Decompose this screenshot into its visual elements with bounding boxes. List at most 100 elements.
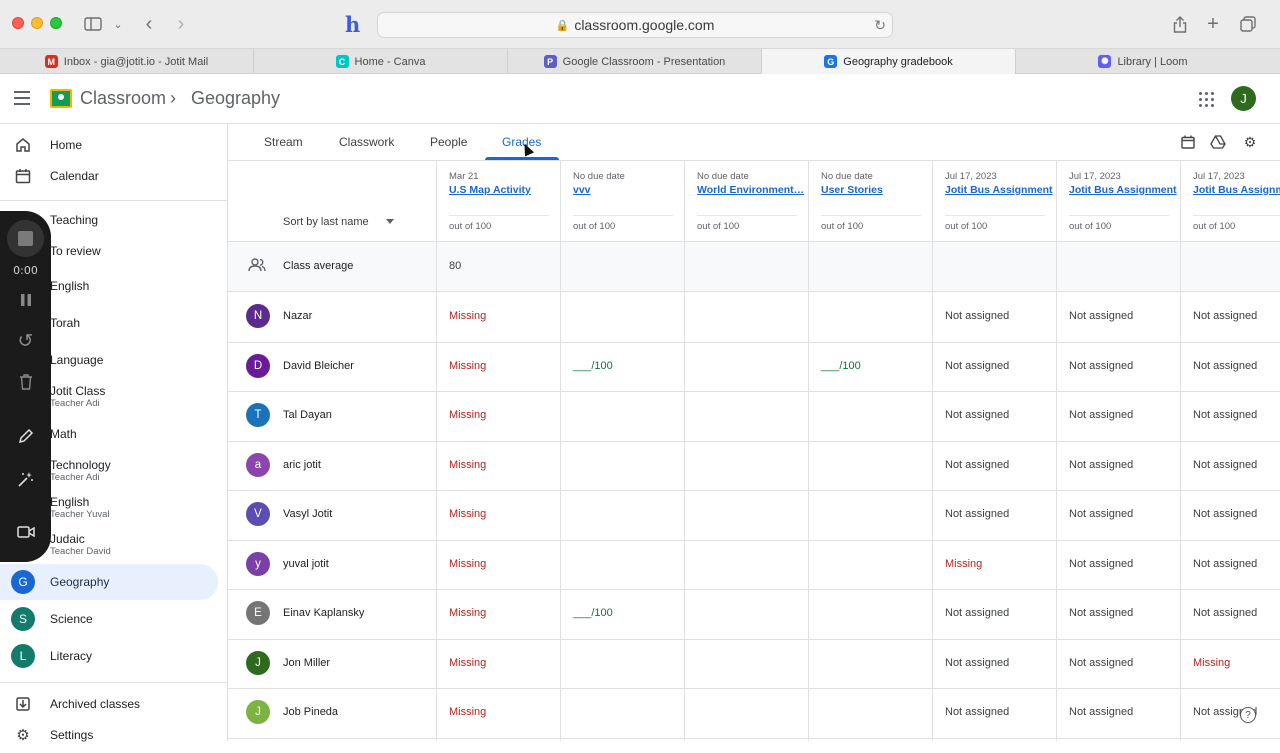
sidebar-item-class[interactable]: English xyxy=(0,268,218,304)
sidebar-item-class[interactable]: Torah xyxy=(0,305,218,341)
account-avatar[interactable]: J xyxy=(1231,86,1256,111)
sort-dropdown[interactable]: Sort by last name xyxy=(283,216,369,228)
grade-cell[interactable]: Not assigned xyxy=(1069,409,1134,421)
browser-tab[interactable]: P Google Classroom - Presentation xyxy=(508,49,762,74)
grade-cell[interactable]: Missing xyxy=(1193,656,1231,669)
app-brand[interactable]: Classroom xyxy=(80,88,167,108)
restart-icon[interactable]: ↺ xyxy=(17,330,34,352)
assignment-header[interactable]: Jul 17, 2023 Jotit Bus Assignment out of 1… xyxy=(1057,161,1181,241)
camera-icon[interactable] xyxy=(0,521,51,543)
browser-tab[interactable]: ✺ Library | Loom xyxy=(1016,49,1270,74)
assignment-title-link[interactable]: Jotit Bus Assignment xyxy=(945,184,1053,196)
minimize-window-button[interactable] xyxy=(31,17,43,29)
grade-cell[interactable]: Not assigned xyxy=(1069,607,1134,619)
assignment-title-link[interactable]: Jotit Bus Assignment xyxy=(1069,184,1177,196)
caret-down-icon[interactable] xyxy=(386,219,394,224)
pen-icon[interactable] xyxy=(0,425,51,447)
assignment-title-link[interactable]: World Environment… xyxy=(697,184,805,196)
grade-cell[interactable]: Not assigned xyxy=(1069,557,1134,570)
assignment-title-link[interactable]: Jotit Bus Assignment xyxy=(1193,184,1280,196)
calendar-icon[interactable] xyxy=(1180,134,1196,150)
browser-tab[interactable]: G Geography gradebook xyxy=(762,49,1016,74)
sidebar-item-class[interactable]: Jotit Class Teacher Adi xyxy=(0,376,218,412)
sidebar-item-home[interactable]: Home xyxy=(0,127,218,163)
grade-cell[interactable]: Not assigned xyxy=(945,607,1010,619)
sidebar-item-teaching[interactable]: Teaching xyxy=(0,202,218,238)
sidebar-item-calendar[interactable]: Calendar xyxy=(0,158,218,194)
zoom-window-button[interactable] xyxy=(50,17,62,29)
grade-cell[interactable]: Missing xyxy=(449,508,487,520)
student-name[interactable]: Einav Kaplansky xyxy=(283,607,365,619)
student-row[interactable]: y yuval jotit Missing Missing Not assigned No… xyxy=(228,540,1280,590)
student-row[interactable]: V Vasyl Jotit Missing Not assigned Not assig… xyxy=(228,490,1280,540)
forward-arrow-icon[interactable]: › xyxy=(177,12,185,35)
grade-cell[interactable]: ___/100 xyxy=(573,607,613,619)
grade-cell[interactable]: Not assigned xyxy=(1069,706,1134,718)
student-row[interactable]: J Job Pineda Missing Not assigned Not assign… xyxy=(228,688,1280,738)
grade-cell[interactable]: Not assigned xyxy=(945,409,1010,421)
sidebar-item-geography[interactable]: G Geography xyxy=(0,564,218,600)
classroom-logo[interactable] xyxy=(50,89,72,108)
grade-cell[interactable]: Missing xyxy=(449,458,487,471)
student-name[interactable]: Vasyl Jotit xyxy=(283,508,333,520)
close-window-button[interactable] xyxy=(12,17,24,29)
grade-cell[interactable]: Not assigned xyxy=(1193,310,1258,322)
chevron-down-icon[interactable]: ⌄ xyxy=(113,18,123,31)
extension-h-icon[interactable]: h xyxy=(345,12,361,37)
grade-cell[interactable]: Not assigned xyxy=(1193,359,1258,372)
assignment-header[interactable]: Mar 21 U.S Map Activity out of 100 xyxy=(437,161,561,241)
share-icon[interactable] xyxy=(1171,12,1189,36)
assignment-header[interactable]: No due date User Stories out of 100 xyxy=(809,161,933,241)
effects-wand-icon[interactable] xyxy=(0,468,51,490)
grade-cell[interactable]: Not assigned xyxy=(945,508,1010,520)
student-name[interactable]: Job Pineda xyxy=(283,706,339,718)
grade-cell[interactable]: ___/100 xyxy=(573,359,613,372)
assignment-title-link[interactable]: vvv xyxy=(573,184,591,196)
sidebar-item-settings[interactable]: ⚙ Settings xyxy=(0,717,218,753)
sidebar-item-science[interactable]: S Science xyxy=(0,601,218,637)
grade-cell[interactable]: ___/100 xyxy=(821,359,861,372)
grade-cell[interactable]: Not assigned xyxy=(1069,458,1134,471)
address-bar[interactable]: 🔒 classroom.google.com ↻ xyxy=(377,12,893,38)
sidebar-item-literacy[interactable]: L Literacy xyxy=(0,638,218,674)
back-arrow-icon[interactable]: ‹ xyxy=(145,12,153,35)
grade-cell[interactable]: Not assigned xyxy=(1193,409,1258,421)
gear-icon[interactable]: ⚙ xyxy=(1243,133,1257,150)
assignment-header[interactable]: Jul 17, 2023 Jotit Bus Assignment out of 1… xyxy=(933,161,1057,241)
new-tab-icon[interactable]: + xyxy=(1207,12,1219,35)
student-name[interactable]: yuval jotit xyxy=(283,557,329,570)
assignment-header[interactable]: Jul 17, 2023 Jotit Bus Assignment out of 1… xyxy=(1181,161,1280,241)
grade-cell[interactable]: Not assigned xyxy=(945,310,1010,322)
sidebar-item-class[interactable]: Technology Teacher Adi xyxy=(0,450,218,486)
grade-cell[interactable]: Not assigned xyxy=(1193,508,1258,520)
grade-cell[interactable]: Missing xyxy=(449,607,487,619)
grade-cell[interactable]: Missing xyxy=(449,656,487,669)
student-row[interactable]: T Tal Dayan Missing Not assigned Not assigne… xyxy=(228,391,1280,441)
assignment-title-link[interactable]: U.S Map Activity xyxy=(449,184,531,196)
main-menu-icon[interactable] xyxy=(14,91,30,105)
assignment-title-link[interactable]: User Stories xyxy=(821,184,883,196)
student-name[interactable]: aric jotit xyxy=(283,458,321,471)
student-name[interactable]: David Bleicher xyxy=(283,359,354,372)
assignment-header[interactable]: No due date World Environment… out of 100 xyxy=(685,161,809,241)
student-row[interactable]: J Jon Miller Missing Not assigned Not assign… xyxy=(228,639,1280,689)
sidebar-item-class[interactable]: Math xyxy=(0,416,218,452)
grade-cell[interactable]: Missing xyxy=(449,359,487,372)
grade-cell[interactable]: Missing xyxy=(945,557,983,570)
sidebar-item-archived[interactable]: Archived classes xyxy=(0,686,218,722)
tab-overview-icon[interactable] xyxy=(1239,12,1257,36)
grade-cell[interactable]: Not assigned xyxy=(945,359,1010,372)
grade-cell[interactable]: Not assigned xyxy=(1069,508,1134,520)
student-row[interactable]: D David Bleicher Missing ___/100 ___/100 Not … xyxy=(228,342,1280,392)
sidebar-item-class[interactable]: Judaic Teacher David xyxy=(0,524,218,560)
grade-cell[interactable]: Not assigned xyxy=(1069,656,1134,669)
assignment-header[interactable]: No due date vvv out of 100 xyxy=(561,161,685,241)
google-apps-icon[interactable] xyxy=(1199,92,1214,107)
pause-icon[interactable] xyxy=(0,290,51,310)
trash-icon[interactable] xyxy=(0,371,51,393)
tab-stream[interactable]: Stream xyxy=(264,135,303,149)
sidebar-item-class[interactable]: English Teacher Yuval xyxy=(0,487,218,523)
student-name[interactable]: Jon Miller xyxy=(283,656,331,669)
grade-cell[interactable]: Missing xyxy=(449,557,487,570)
sidebar-item-to-review[interactable]: To review xyxy=(0,233,218,269)
